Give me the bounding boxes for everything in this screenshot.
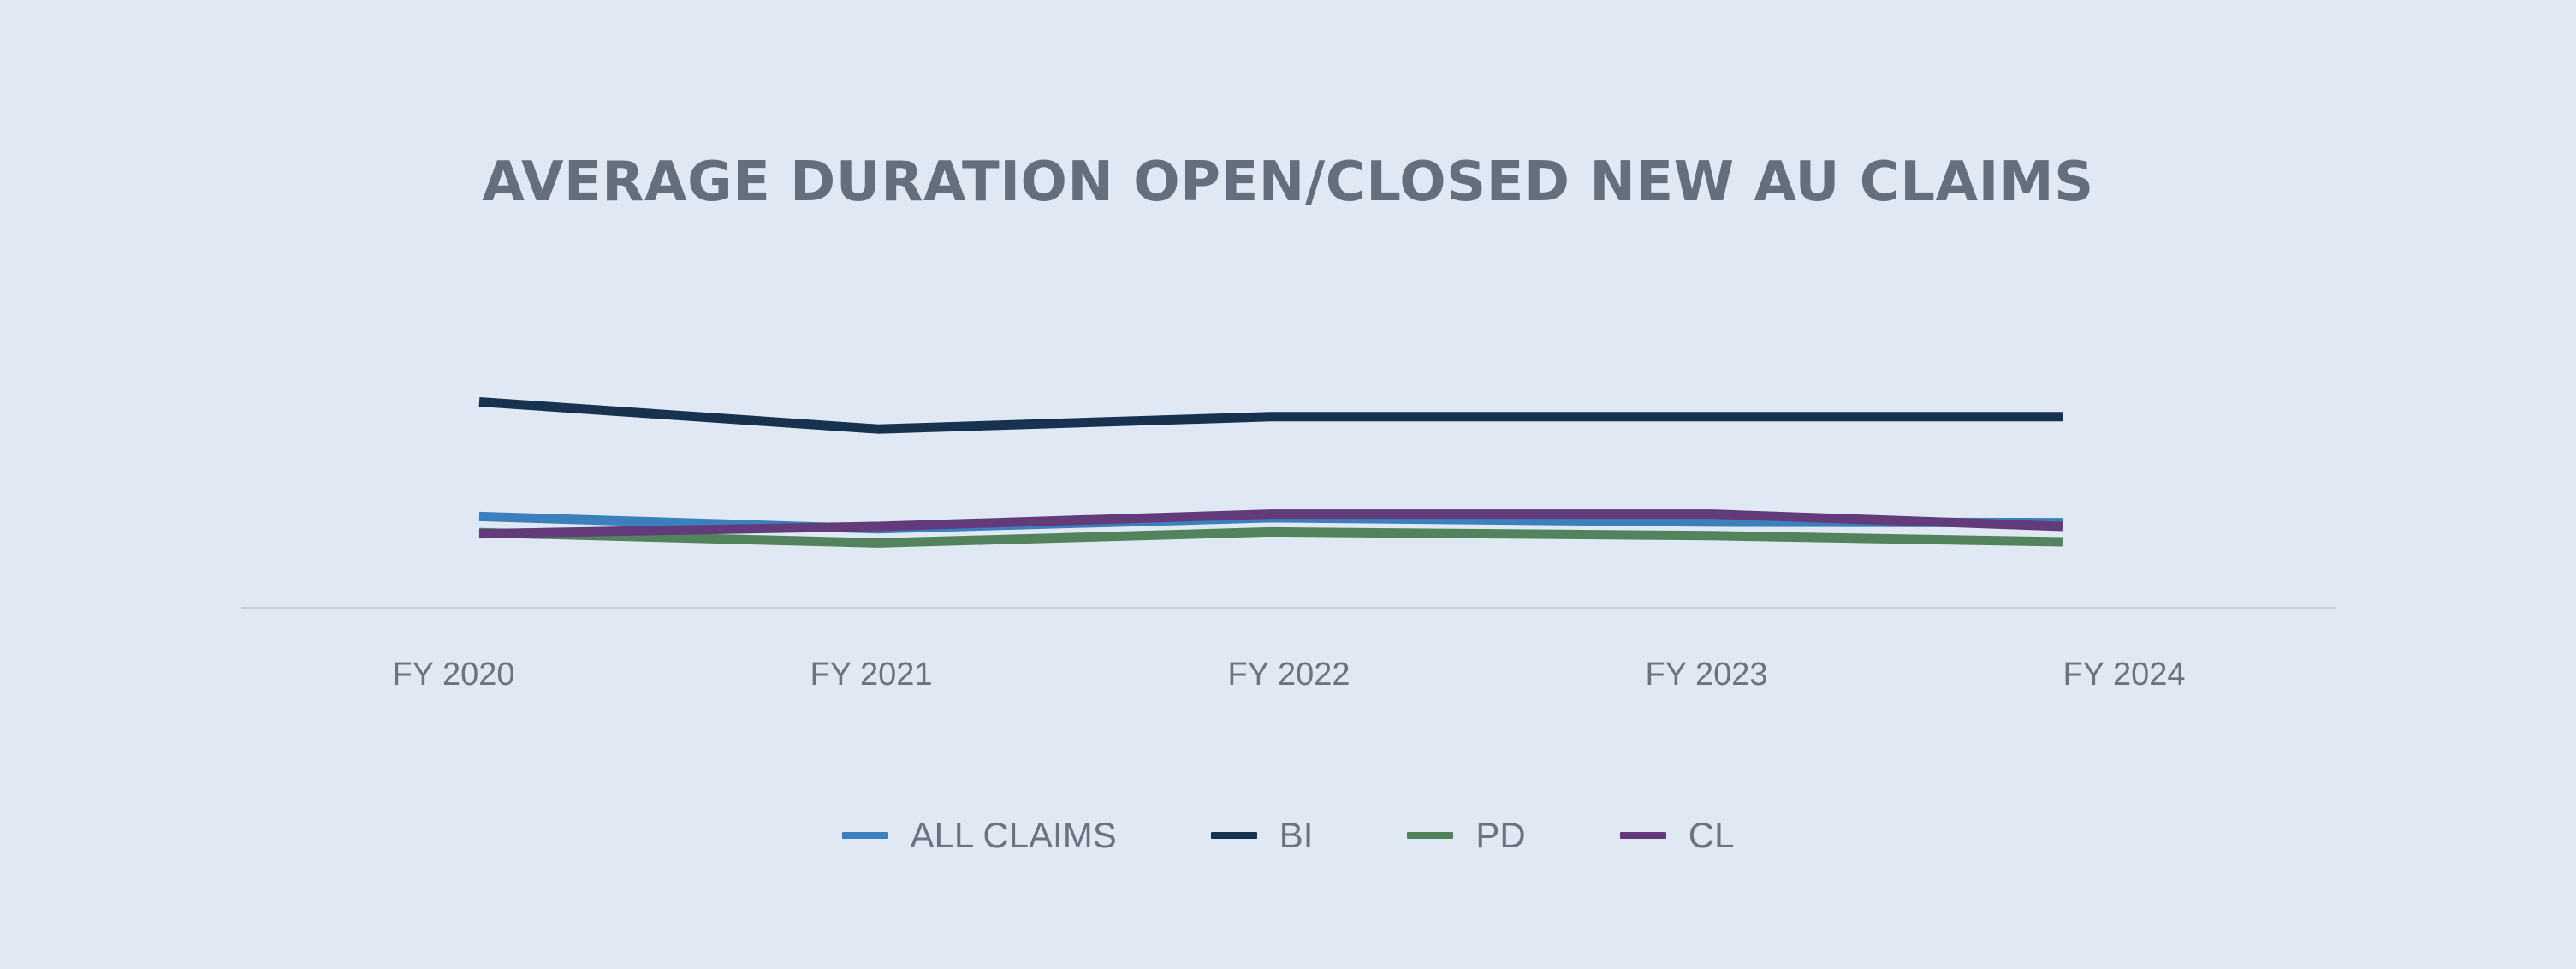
x-tick-labels: FY 2020 FY 2021 FY 2022 FY 2023 FY 2024 [393,657,2186,693]
x-tick-label: FY 2023 [1646,657,1768,693]
legend-label: BI [1279,815,1314,855]
legend-label: CL [1688,815,1735,855]
legend-swatch [1407,832,1454,839]
legend-swatch [1619,832,1666,839]
legend-swatch [841,832,888,839]
series-line-cl [478,509,2063,539]
series-line-pd [478,526,2063,548]
x-tick-label: FY 2021 [810,657,933,693]
legend: ALL CLAIMS BI PD CL [0,815,2576,856]
chart-title: AVERAGE DURATION OPEN/CLOSED NEW AU CLAI… [482,151,2094,214]
legend-item-all-claims: ALL CLAIMS [841,815,1117,856]
x-tick-label: FY 2022 [1228,657,1350,693]
legend-item-bi: BI [1210,815,1314,856]
series-group [478,397,2063,548]
legend-item-cl: CL [1619,815,1735,856]
legend-swatch [1210,832,1257,839]
x-tick-label: FY 2020 [393,657,515,693]
x-tick-label: FY 2024 [2063,657,2186,693]
legend-item-pd: PD [1407,815,1526,856]
series-line-bi [478,397,2063,434]
legend-label: PD [1475,815,1526,855]
legend-label: ALL CLAIMS [910,815,1117,855]
